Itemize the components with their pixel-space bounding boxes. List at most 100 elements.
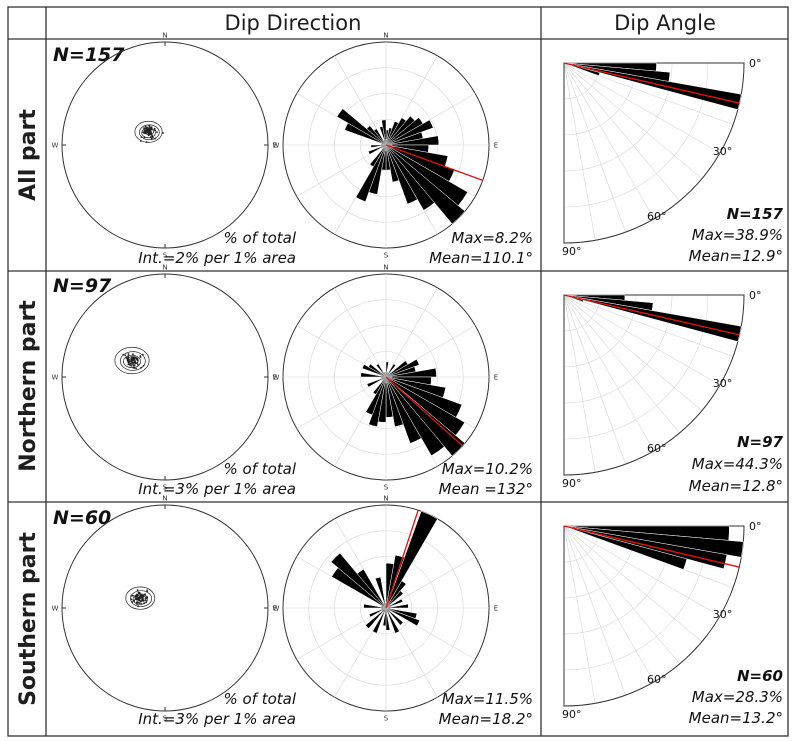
density-point bbox=[125, 356, 128, 359]
density-point bbox=[139, 594, 142, 597]
angle-n-label-all: N=157 bbox=[727, 205, 784, 223]
density-point bbox=[149, 130, 152, 133]
dip-angle-tick-label: 90° bbox=[562, 708, 582, 721]
stereonet-circle bbox=[61, 41, 269, 249]
angle-n-label-northern: N=97 bbox=[737, 433, 784, 451]
density-point bbox=[132, 358, 135, 361]
compass-label-E: E bbox=[273, 142, 277, 150]
density-total-label-northern: % of total bbox=[223, 460, 296, 478]
rose-petal bbox=[385, 603, 409, 609]
density-point bbox=[148, 125, 151, 128]
rose-petal bbox=[360, 372, 387, 378]
dip-angle-tick-label: 60° bbox=[647, 210, 667, 223]
dip-angle-tick-label: 90° bbox=[562, 245, 582, 258]
rose-spoke bbox=[334, 287, 387, 378]
compass-label-W: W bbox=[273, 374, 280, 382]
dip-angle-bar bbox=[563, 62, 742, 110]
rose-diagram-southern: N E S W bbox=[273, 495, 499, 723]
density-point bbox=[162, 132, 164, 134]
density-point bbox=[154, 129, 157, 132]
density-contour bbox=[123, 354, 141, 369]
compass-label-N: N bbox=[162, 32, 167, 40]
density-point bbox=[126, 358, 129, 361]
rose-petal bbox=[365, 376, 387, 416]
density-point bbox=[150, 136, 152, 139]
compass-label-W: W bbox=[52, 142, 59, 150]
density-point bbox=[130, 594, 133, 597]
density-point bbox=[139, 356, 142, 359]
compass-label-S: S bbox=[384, 715, 389, 723]
density-point bbox=[146, 129, 149, 131]
density-point bbox=[131, 601, 134, 603]
dip-angle-bar bbox=[563, 525, 688, 570]
rose-petal bbox=[374, 576, 387, 609]
compass-label-E: E bbox=[494, 374, 498, 382]
angle-n-label-southern: N=60 bbox=[737, 667, 783, 685]
rose-petal bbox=[367, 144, 387, 155]
density-point bbox=[147, 131, 150, 134]
rose-petal bbox=[385, 144, 418, 205]
row-label-northern: Northern part bbox=[16, 300, 41, 472]
density-contour bbox=[130, 590, 152, 607]
density-point bbox=[127, 363, 130, 366]
dip-angle-spoke bbox=[563, 62, 655, 220]
rose-mean-label-northern: Mean =132° bbox=[439, 480, 533, 498]
density-point bbox=[151, 135, 154, 138]
dip-angle-spoke bbox=[563, 294, 596, 473]
rose-petal bbox=[385, 144, 466, 225]
dip-angle-spoke bbox=[563, 62, 596, 241]
density-point bbox=[140, 600, 142, 603]
density-point bbox=[140, 596, 143, 599]
dip-angle-spoke bbox=[563, 294, 626, 465]
dip-angle-bar bbox=[563, 62, 601, 77]
rose-max-label-southern: Max=11.5% bbox=[442, 690, 533, 708]
density-point bbox=[138, 595, 141, 598]
compass-label-W: W bbox=[52, 374, 59, 382]
rose-mean-label-southern: Mean=18.2° bbox=[439, 710, 533, 728]
angle-mean-label-all: Mean=12.9° bbox=[689, 247, 783, 265]
dip-angle-diagram-northern: 0° 30° 60° 90° bbox=[562, 289, 762, 490]
compass-label-W: W bbox=[273, 605, 280, 613]
row-label-southern: Southern part bbox=[16, 532, 41, 706]
density-point bbox=[147, 133, 150, 136]
density-point bbox=[145, 141, 148, 143]
dip-angle-tick-label: 0° bbox=[749, 289, 762, 302]
dip-angle-spoke bbox=[563, 525, 626, 696]
density-point bbox=[135, 367, 137, 370]
density-point bbox=[146, 596, 149, 599]
density-point bbox=[144, 125, 147, 128]
density-point bbox=[140, 366, 142, 369]
density-point bbox=[137, 598, 140, 601]
density-point bbox=[131, 594, 134, 597]
density-point bbox=[127, 361, 130, 364]
rose-petal bbox=[368, 363, 387, 378]
n-label-all: N=157 bbox=[53, 44, 125, 66]
compass-label-E: E bbox=[273, 374, 277, 382]
density-point bbox=[142, 131, 145, 134]
density-contour bbox=[120, 351, 146, 371]
rose-petal bbox=[330, 552, 387, 609]
density-point bbox=[141, 353, 144, 356]
dip-angle-tick-label: 90° bbox=[562, 477, 582, 490]
density-point bbox=[132, 353, 134, 356]
dip-angle-tick-label: 30° bbox=[713, 145, 733, 158]
density-point bbox=[134, 598, 137, 600]
rose-petal bbox=[385, 607, 421, 627]
density-point bbox=[143, 136, 146, 139]
rose-petal bbox=[365, 607, 387, 629]
dip-angle-tick-label: 0° bbox=[749, 57, 762, 70]
dip-angle-mean-line bbox=[563, 62, 740, 104]
rose-petal bbox=[369, 144, 387, 168]
density-interval-label-all: Int.=2% per 1% area bbox=[138, 249, 296, 267]
dip-angle-spoke bbox=[563, 294, 680, 434]
rose-petal bbox=[385, 590, 404, 609]
dip-angle-spoke bbox=[563, 294, 703, 411]
row-label-all: All part bbox=[16, 109, 41, 201]
angle-max-label-all: Max=38.9% bbox=[692, 226, 783, 244]
density-point bbox=[134, 357, 137, 359]
density-stereonet-northern: N E S W bbox=[52, 264, 278, 492]
dip-angle-spoke bbox=[563, 294, 734, 357]
rose-petal bbox=[366, 376, 387, 388]
density-point bbox=[129, 364, 132, 367]
compass-label-W: W bbox=[273, 142, 280, 150]
